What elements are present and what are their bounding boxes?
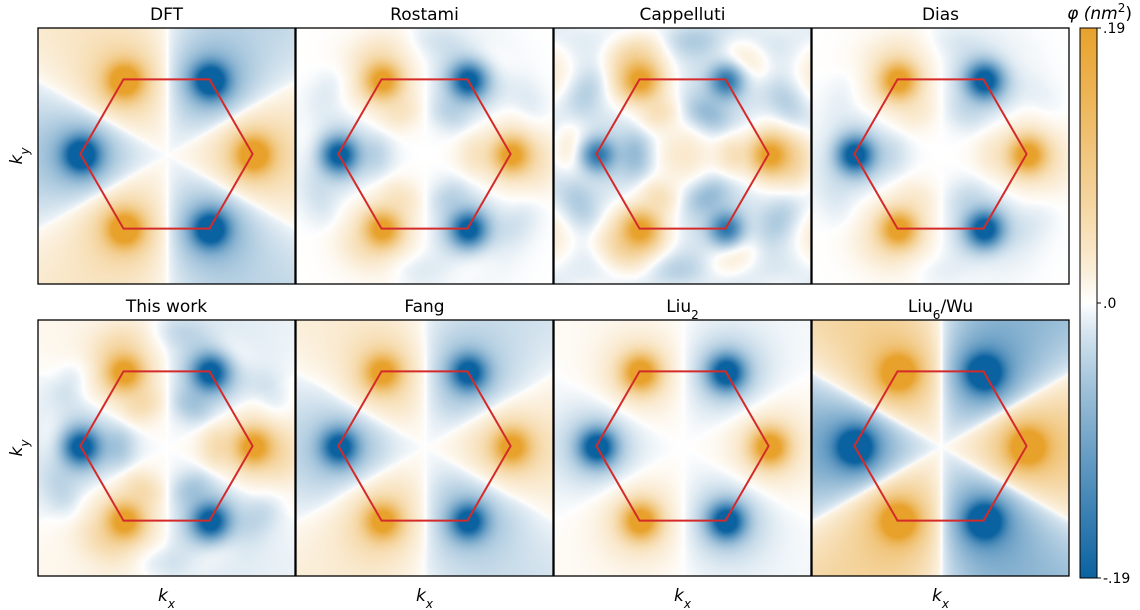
heatmap-image [296,28,553,284]
panel-8: Liu6/Wu [811,297,1070,577]
brillouin-zone-hexagon [79,78,254,230]
x-axis-label: kx [416,586,434,610]
y-axis-label: ky [7,439,32,457]
brillouin-zone-hexagon [337,370,512,522]
colorbar-label: φ (nm2) [1067,1,1132,24]
heatmap-image [554,28,811,284]
x-axis-label: kx [674,586,692,610]
panel-title: Fang [404,297,444,317]
panel-frame [295,27,554,285]
panel-frame [295,319,554,577]
panel-frame [553,319,812,577]
heatmap-image [812,28,1069,284]
panel-5: This work [37,297,296,577]
panel-2: Rostami [295,5,554,285]
colorbar-tick-label: .0 [1103,296,1116,312]
brillouin-zone-hexagon [337,78,512,230]
panel-7: Liu2 [553,297,812,577]
brillouin-zone-hexagon [853,370,1028,522]
panel-frame [37,27,296,285]
panel-title: Liu2 [666,297,699,322]
panel-frame [37,319,296,577]
heatmap-image [296,320,553,576]
heatmap-image [38,28,295,284]
panel-6: Fang [295,297,554,577]
colorbar-tick-label: -.19 [1103,571,1130,587]
panel-title: Dias [922,5,959,25]
axis-labels: kx kx kx kx ky ky [7,147,950,610]
brillouin-zone-hexagon [595,370,770,522]
heatmap-image [554,320,811,576]
panel-grid: DFT Rostami Cappelluti Dias This work Fang Liu… [37,5,1070,577]
panel-title: Liu6/Wu [908,297,973,322]
panel-frame [553,27,812,285]
colorbar: .19 .0 -.19 φ (nm2) [1067,1,1132,587]
panel-title-subscript: 2 [691,308,699,322]
x-axis-label: kx [932,586,950,610]
panel-frame [811,319,1070,577]
panel-title: This work [125,297,207,317]
panel-title: Rostami [390,5,459,25]
panel-title: DFT [150,5,184,25]
panel-title: Cappelluti [640,5,726,25]
panel-title-suffix: /Wu [940,297,973,317]
heatmap-image [38,320,295,576]
y-axis-label: ky [7,147,32,165]
x-axis-label: kx [158,586,176,610]
heatmap-image [812,320,1069,576]
panel-3: Cappelluti [553,5,812,285]
panel-4: Dias [811,5,1070,285]
panel-title-subscript: 6 [933,308,941,322]
colorbar-tick-label: .19 [1103,21,1125,37]
brillouin-zone-hexagon [595,78,770,230]
panel-frame [811,27,1070,285]
colorbar-gradient [1079,27,1098,579]
brillouin-zone-hexagon [853,78,1028,230]
brillouin-zone-hexagon [79,370,254,522]
panel-1: DFT [37,5,296,285]
